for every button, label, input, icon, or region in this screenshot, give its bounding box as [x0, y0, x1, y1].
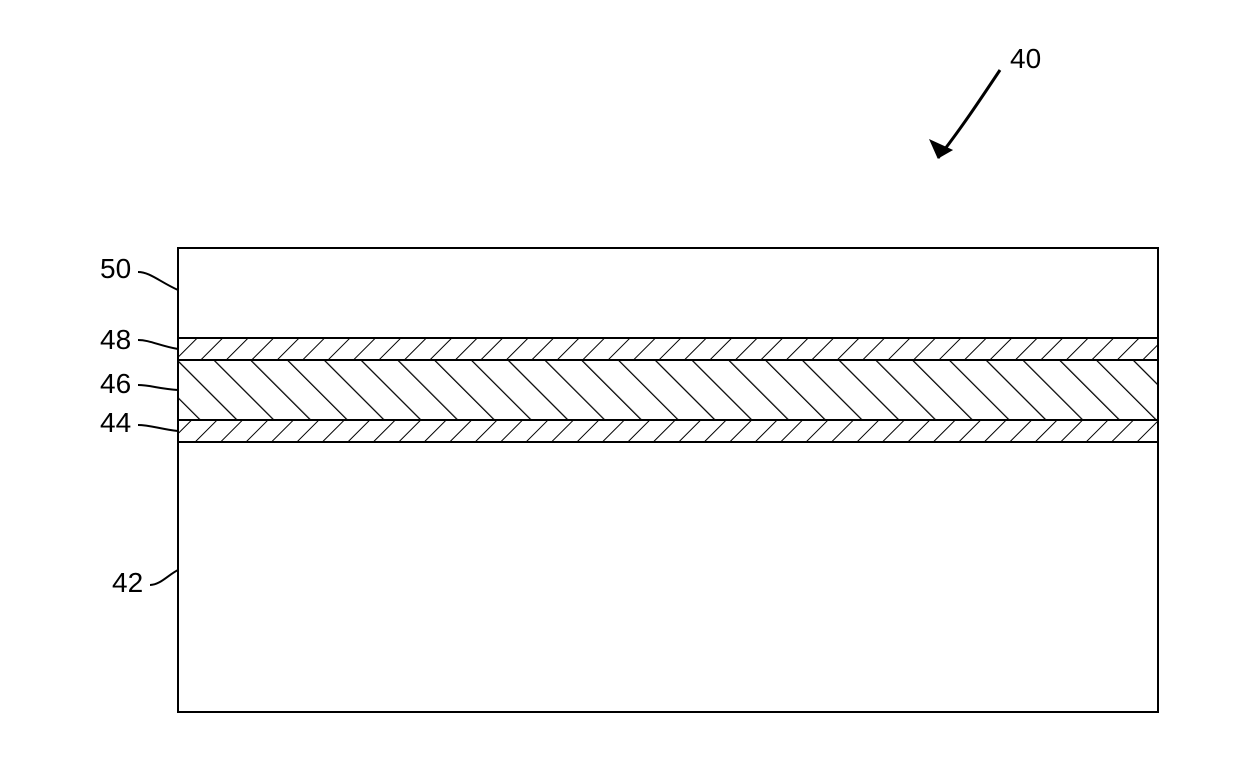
layer-42: [178, 442, 1158, 712]
label-46: 46: [100, 368, 131, 399]
leader-42: [150, 570, 178, 585]
label-48: 48: [100, 324, 131, 355]
reference-arrow: [938, 70, 1000, 158]
layer-44: [178, 420, 1158, 442]
layer-48: [178, 338, 1158, 360]
layer-50: [178, 248, 1158, 338]
layer-46: [178, 360, 1158, 420]
leader-48: [138, 340, 178, 349]
label-44: 44: [100, 407, 131, 438]
leader-46: [138, 385, 178, 390]
label-50: 50: [100, 253, 131, 284]
figure-reference-label: 40: [1010, 43, 1041, 74]
leader-50: [138, 272, 178, 290]
labels-group: 50 48 46 44 42: [100, 253, 178, 598]
label-42: 42: [112, 567, 143, 598]
outer-box: [178, 248, 1158, 712]
leader-44: [138, 425, 178, 431]
layer-stack: [178, 248, 1158, 712]
